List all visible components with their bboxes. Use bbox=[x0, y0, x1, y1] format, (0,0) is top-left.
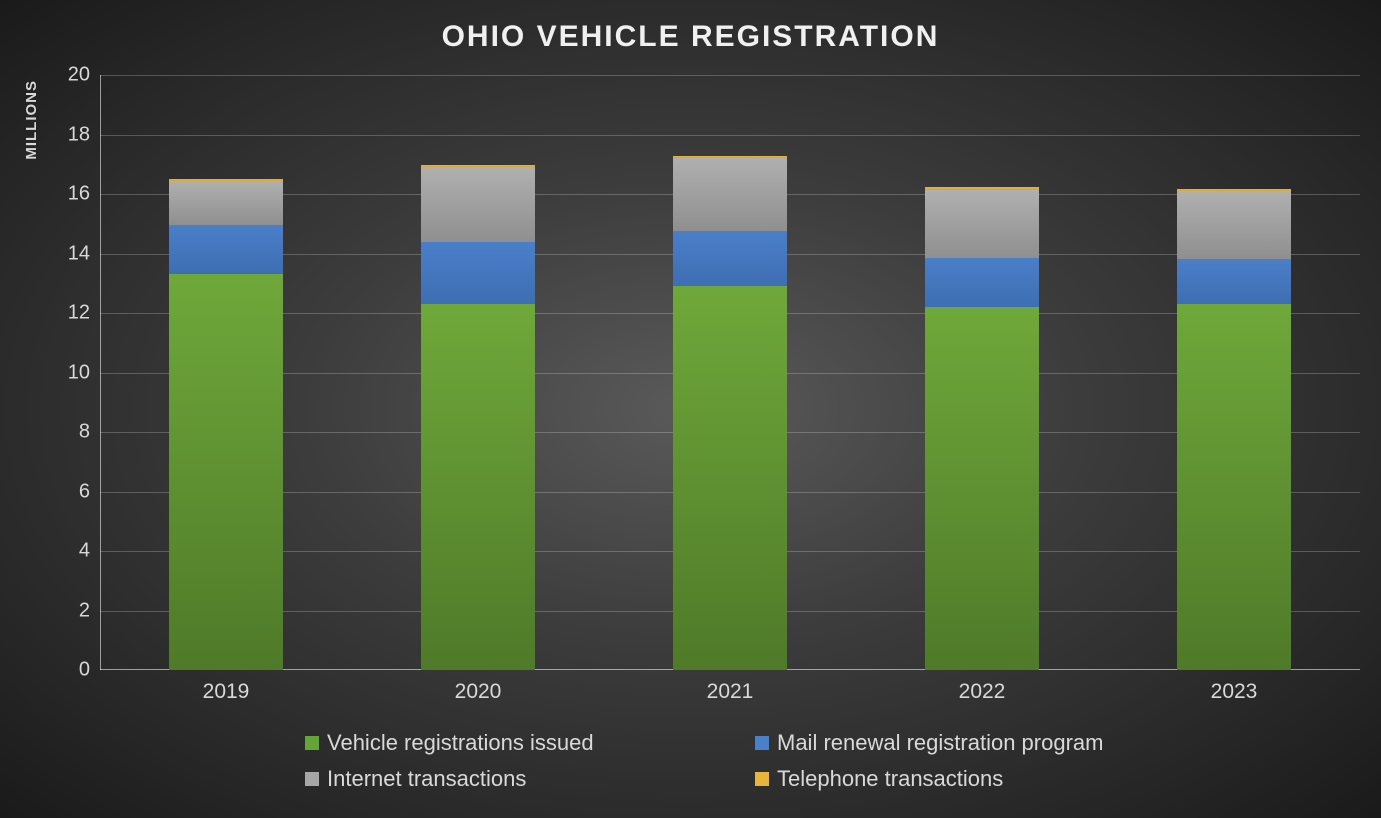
gridline bbox=[100, 75, 1360, 76]
bar-segment bbox=[1177, 304, 1290, 670]
y-tick-label: 8 bbox=[79, 421, 100, 444]
gridline bbox=[100, 135, 1360, 136]
bar-segment bbox=[169, 274, 282, 670]
legend-row: Vehicle registrations issued Mail renewal… bbox=[305, 730, 1205, 756]
bar-segment bbox=[421, 242, 534, 304]
bar-segment bbox=[421, 165, 534, 167]
y-tick-label: 0 bbox=[79, 659, 100, 682]
bar-segment bbox=[169, 181, 282, 226]
bar-segment bbox=[169, 179, 282, 181]
y-axis-title: MILLIONS bbox=[23, 80, 40, 160]
bar-segment bbox=[169, 225, 282, 274]
bar-segment bbox=[673, 158, 786, 231]
bar-segment bbox=[1177, 189, 1290, 191]
y-tick-label: 12 bbox=[68, 302, 100, 325]
legend-swatch bbox=[305, 772, 319, 786]
y-tick-label: 14 bbox=[68, 242, 100, 265]
bar-segment bbox=[925, 258, 1038, 307]
bar-segment bbox=[673, 231, 786, 286]
bar-segment bbox=[673, 156, 786, 158]
legend-label: Internet transactions bbox=[327, 766, 526, 792]
x-tick-label: 2019 bbox=[203, 670, 250, 704]
y-tick-label: 6 bbox=[79, 480, 100, 503]
legend-label: Telephone transactions bbox=[777, 766, 1003, 792]
x-tick-label: 2022 bbox=[959, 670, 1006, 704]
y-tick-label: 2 bbox=[79, 599, 100, 622]
chart-title: OHIO VEHICLE REGISTRATION bbox=[0, 20, 1381, 54]
legend-item: Internet transactions bbox=[305, 766, 695, 792]
x-tick-label: 2020 bbox=[455, 670, 502, 704]
bar-segment bbox=[925, 307, 1038, 670]
y-tick-label: 16 bbox=[68, 183, 100, 206]
chart-container: OHIO VEHICLE REGISTRATION 02468101214161… bbox=[0, 0, 1381, 818]
bar-segment bbox=[1177, 259, 1290, 304]
legend-swatch bbox=[755, 772, 769, 786]
legend: Vehicle registrations issued Mail renewal… bbox=[305, 730, 1205, 802]
legend-swatch bbox=[755, 736, 769, 750]
bar-segment bbox=[421, 304, 534, 670]
legend-label: Mail renewal registration program bbox=[777, 730, 1103, 756]
y-tick-label: 18 bbox=[68, 123, 100, 146]
bar-segment bbox=[1177, 191, 1290, 259]
bar-segment bbox=[925, 187, 1038, 189]
legend-swatch bbox=[305, 736, 319, 750]
bar-segment bbox=[421, 167, 534, 241]
y-tick-label: 20 bbox=[68, 64, 100, 87]
x-tick-label: 2021 bbox=[707, 670, 754, 704]
bar-segment bbox=[673, 286, 786, 670]
legend-label: Vehicle registrations issued bbox=[327, 730, 594, 756]
legend-item: Telephone transactions bbox=[755, 766, 1145, 792]
bar-segment bbox=[925, 190, 1038, 258]
x-tick-label: 2023 bbox=[1211, 670, 1258, 704]
y-tick-label: 10 bbox=[68, 361, 100, 384]
legend-item: Mail renewal registration program bbox=[755, 730, 1145, 756]
y-tick-label: 4 bbox=[79, 540, 100, 563]
plot-area: 0246810121416182020192020202120222023 bbox=[100, 75, 1360, 670]
legend-item: Vehicle registrations issued bbox=[305, 730, 695, 756]
legend-row: Internet transactions Telephone transacti… bbox=[305, 766, 1205, 792]
